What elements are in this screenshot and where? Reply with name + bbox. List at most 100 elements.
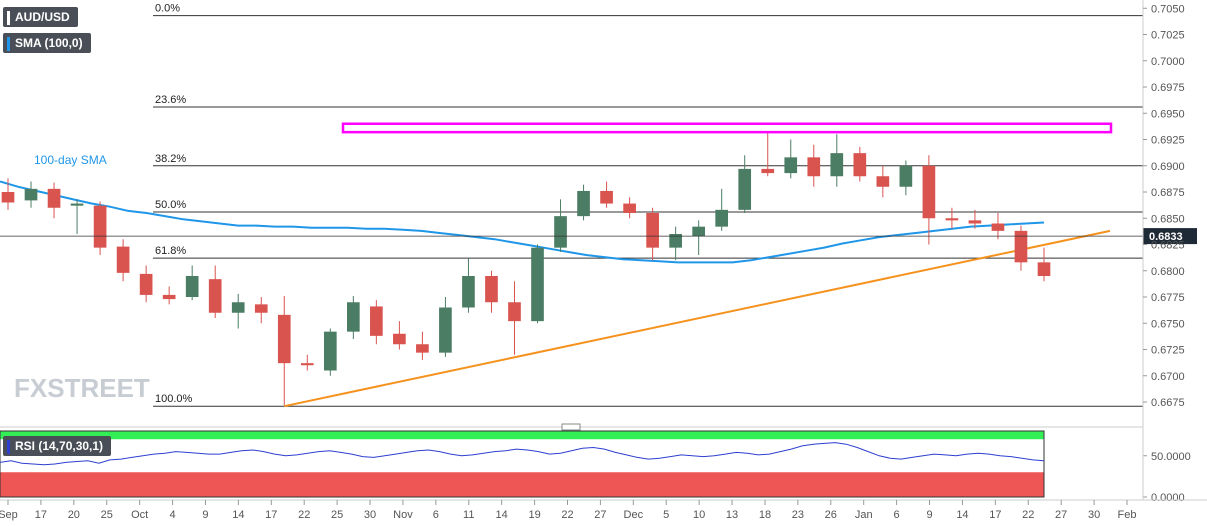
price-tick-label: 0.6975 bbox=[1151, 82, 1185, 94]
candle bbox=[922, 155, 936, 245]
fibonacci-levels: 0.0% 23.6% 38.2% 50.0% 61.8% 100.0% bbox=[153, 3, 1143, 407]
sma-100-line bbox=[0, 180, 1045, 264]
candle bbox=[531, 244, 544, 324]
time-tick-label: 10 bbox=[693, 509, 705, 521]
candle bbox=[323, 328, 337, 376]
rsi-panel-frame bbox=[0, 430, 1045, 498]
support-trendline bbox=[284, 229, 1111, 408]
candle-body bbox=[370, 306, 383, 336]
fib-label: 50.0% bbox=[155, 199, 186, 211]
price-tick-label: 0.7000 bbox=[1151, 56, 1185, 68]
candle bbox=[393, 321, 406, 350]
time-tick-label: Nov bbox=[393, 509, 413, 521]
resistance-zone-layer bbox=[341, 122, 1113, 134]
candle bbox=[1014, 225, 1028, 271]
time-tick-label: 5 bbox=[663, 509, 669, 521]
candle-body bbox=[1037, 262, 1051, 276]
time-tick-label: 11 bbox=[463, 509, 474, 521]
candle bbox=[300, 354, 314, 371]
candle bbox=[830, 134, 844, 187]
price-tick-label: 0.6900 bbox=[1151, 161, 1185, 173]
time-tick-label: 14 bbox=[956, 509, 968, 521]
price-tick-label: 0.6925 bbox=[1151, 135, 1185, 147]
candle bbox=[1, 178, 15, 210]
time-tick-label: 20 bbox=[68, 509, 80, 521]
candle bbox=[853, 146, 867, 182]
candle bbox=[439, 297, 452, 357]
candle bbox=[715, 188, 729, 231]
time-tick-label: 23 bbox=[792, 509, 804, 521]
fib-label: 23.6% bbox=[155, 94, 186, 106]
candles-layer bbox=[1, 132, 1051, 406]
sma-tag[interactable]: SMA (100,0) bbox=[3, 33, 91, 53]
candle-body bbox=[623, 203, 636, 213]
candle bbox=[1037, 247, 1051, 282]
time-tick-label: 17 bbox=[35, 509, 47, 521]
candle bbox=[508, 281, 521, 355]
candle-body bbox=[968, 220, 982, 224]
candle bbox=[162, 286, 176, 305]
rsi-swatch bbox=[7, 439, 10, 454]
candle bbox=[669, 226, 682, 261]
candle bbox=[646, 207, 659, 261]
candle bbox=[93, 201, 107, 255]
candle-body bbox=[692, 226, 705, 237]
price-tick-label: 0.7050 bbox=[1151, 3, 1185, 15]
candle-body bbox=[139, 273, 153, 295]
time-tick-label: 25 bbox=[331, 509, 343, 521]
candle-body bbox=[600, 190, 613, 204]
candle bbox=[370, 300, 383, 345]
time-tick-label: 22 bbox=[561, 509, 573, 521]
price-tick-label: 0.6700 bbox=[1151, 371, 1185, 383]
fib-label: 100.0% bbox=[155, 393, 193, 405]
price-tick-label: 0.6875 bbox=[1151, 187, 1185, 199]
candle bbox=[554, 199, 567, 252]
candle-body bbox=[830, 153, 844, 177]
candle-body bbox=[47, 188, 61, 208]
price-tick-label: 0.6825 bbox=[1151, 240, 1185, 252]
time-tick-label: Dec bbox=[624, 509, 644, 521]
candle bbox=[347, 295, 360, 339]
price-tick-label: 0.6950 bbox=[1151, 108, 1185, 120]
candle-body bbox=[462, 276, 475, 308]
rsi-tick-label: 50.0000 bbox=[1151, 451, 1191, 463]
candle bbox=[784, 139, 798, 179]
rsi-tag[interactable]: RSI (14,70,30,1) bbox=[3, 436, 112, 456]
candle bbox=[116, 239, 130, 282]
candle-body bbox=[347, 302, 360, 332]
candle bbox=[807, 144, 821, 187]
time-tick-label: 6 bbox=[433, 509, 439, 521]
symbol-swatch bbox=[7, 10, 10, 25]
resistance-zone-box bbox=[341, 122, 1113, 134]
price-tick-label: 0.6800 bbox=[1151, 266, 1185, 278]
candle-body bbox=[899, 165, 913, 187]
time-tick-label: 25 bbox=[101, 509, 113, 521]
candle bbox=[945, 207, 959, 229]
candle bbox=[623, 197, 636, 219]
sma-layer: 100-day SMA bbox=[0, 153, 1045, 264]
candle-body bbox=[208, 279, 222, 313]
time-tick-label: 14 bbox=[496, 509, 508, 521]
current-price-layer: 0.6833 bbox=[0, 228, 1197, 245]
candle-body bbox=[669, 234, 682, 248]
time-tick-label: Sep bbox=[0, 509, 18, 521]
candle-body bbox=[876, 176, 890, 187]
sma-swatch bbox=[7, 36, 10, 51]
candle-body bbox=[1014, 230, 1028, 263]
candle-body bbox=[393, 333, 406, 345]
candle-body bbox=[646, 213, 659, 248]
rsi-overbought-zone bbox=[0, 431, 1044, 440]
price-tick-label: 0.6775 bbox=[1151, 292, 1185, 304]
fib-label: 0.0% bbox=[155, 3, 180, 15]
candle-body bbox=[531, 247, 544, 322]
time-tick-label: 6 bbox=[894, 509, 900, 521]
candle-body bbox=[554, 216, 567, 248]
rsi-tick-label: 0.0000 bbox=[1151, 492, 1185, 504]
symbol-tag[interactable]: AUD/USD bbox=[3, 7, 78, 27]
candle-body bbox=[300, 363, 314, 366]
candle-body bbox=[922, 165, 936, 219]
price-tick-label: 0.6850 bbox=[1151, 213, 1185, 225]
candle-body bbox=[93, 205, 107, 248]
candle-body bbox=[185, 276, 199, 297]
